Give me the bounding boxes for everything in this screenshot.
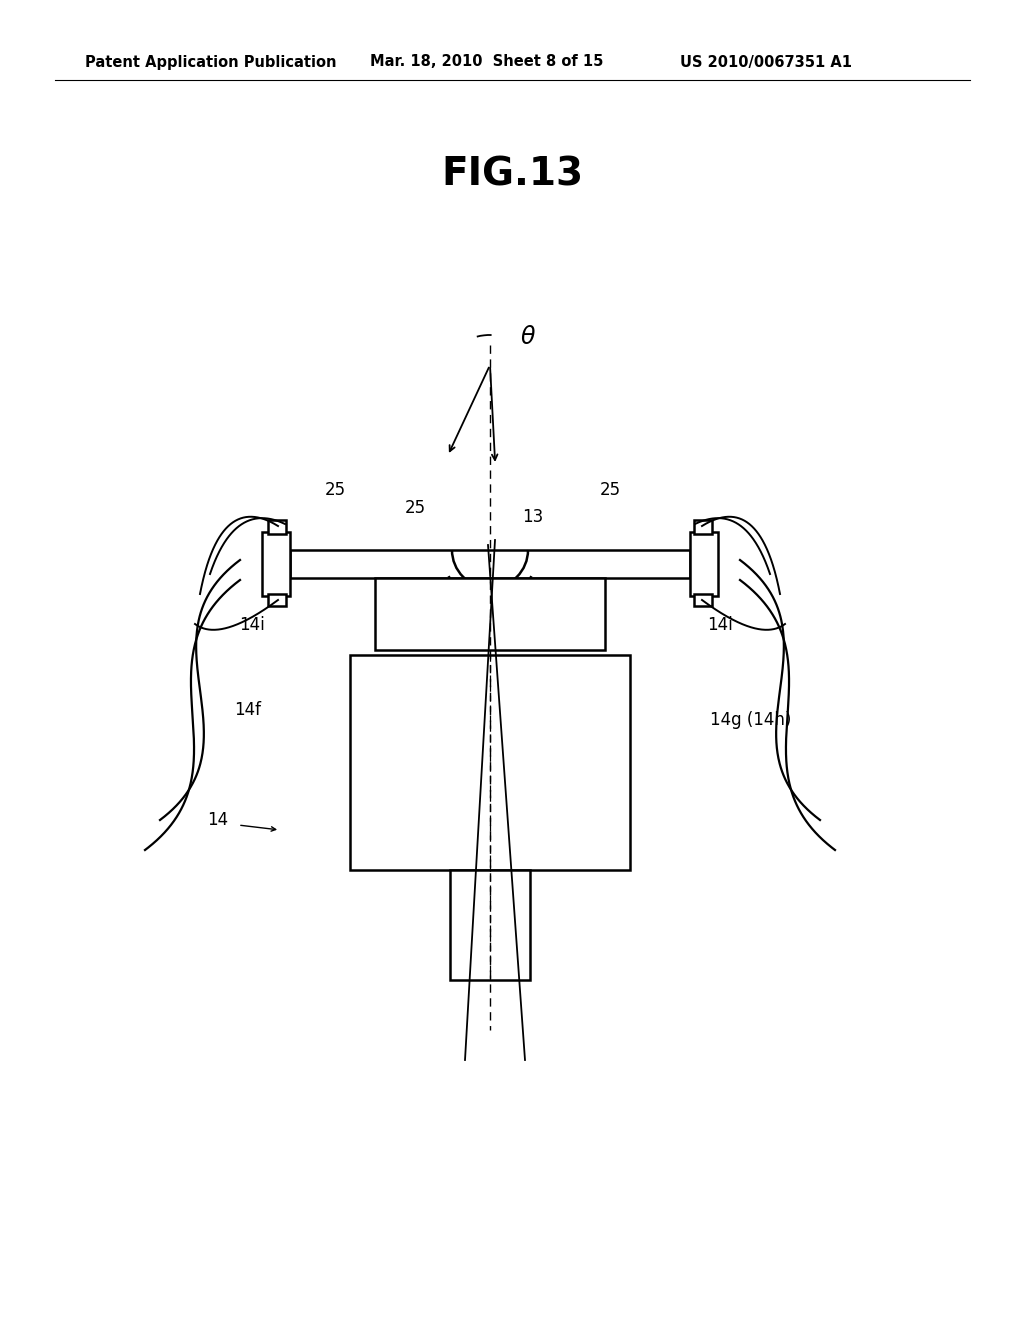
Bar: [262, 532, 290, 597]
Text: Mar. 18, 2010  Sheet 8 of 15: Mar. 18, 2010 Sheet 8 of 15: [370, 54, 603, 70]
Text: US 2010/0067351 A1: US 2010/0067351 A1: [680, 54, 852, 70]
Bar: [694, 594, 712, 606]
Text: 13: 13: [522, 508, 544, 525]
Text: 14g (14h): 14g (14h): [710, 711, 792, 729]
Text: FIG.13: FIG.13: [441, 156, 583, 194]
Text: 14i: 14i: [240, 616, 265, 634]
Text: Patent Application Publication: Patent Application Publication: [85, 54, 337, 70]
Text: 25: 25: [404, 499, 426, 517]
Text: $\theta$: $\theta$: [520, 325, 536, 348]
Bar: [694, 520, 712, 535]
Text: 14i: 14i: [708, 616, 733, 634]
Bar: [450, 870, 530, 979]
Bar: [690, 532, 718, 597]
Bar: [268, 520, 286, 535]
Text: 14f: 14f: [234, 701, 261, 719]
Bar: [290, 550, 690, 578]
Bar: [268, 594, 286, 606]
Text: 14: 14: [208, 810, 228, 829]
Text: 25: 25: [325, 480, 345, 499]
Bar: [375, 578, 605, 649]
Bar: [350, 655, 630, 870]
Text: 25: 25: [599, 480, 621, 499]
